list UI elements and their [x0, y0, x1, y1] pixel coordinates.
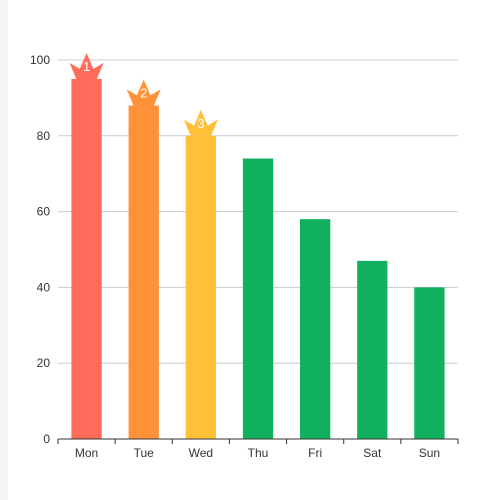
- y-tick-label: 100: [30, 53, 50, 67]
- axes: [57, 438, 459, 444]
- bar-sat[interactable]: [357, 260, 388, 439]
- bar-thu[interactable]: [242, 158, 274, 440]
- x-tick-label: Fri: [308, 446, 322, 460]
- rank-markers: 1 2 3: [69, 52, 218, 136]
- rank-marker-2: [126, 79, 161, 106]
- y-tick-label: 0: [43, 432, 50, 446]
- y-tick-label: 20: [37, 356, 51, 370]
- bar-tue[interactable]: [128, 105, 159, 439]
- bars: [71, 78, 445, 440]
- rank-marker-label: 1: [83, 59, 90, 74]
- x-tick-label: Wed: [189, 446, 213, 460]
- tick-labels: 0 20 40 60 80 100 Mon Tue Wed Thu Fri Sat Sun: [30, 53, 440, 460]
- rank-marker-label: 2: [140, 86, 147, 101]
- bar-wed[interactable]: [185, 135, 216, 440]
- bar-fri[interactable]: [300, 219, 331, 439]
- x-tick-label: Tue: [134, 446, 155, 460]
- y-tick-label: 60: [37, 205, 51, 219]
- rank-marker-3: [183, 109, 218, 136]
- x-tick-label: Sat: [363, 446, 382, 460]
- x-tick-label: Mon: [75, 446, 98, 460]
- x-tick-label: Thu: [248, 446, 269, 460]
- x-tick-label: Sun: [419, 446, 440, 460]
- rank-marker-1: [69, 52, 104, 79]
- bar-sun[interactable]: [414, 287, 445, 439]
- bar-mon[interactable]: [71, 78, 102, 439]
- rank-marker-label: 3: [197, 116, 204, 131]
- y-tick-label: 40: [37, 280, 51, 294]
- y-tick-label: 80: [37, 129, 51, 143]
